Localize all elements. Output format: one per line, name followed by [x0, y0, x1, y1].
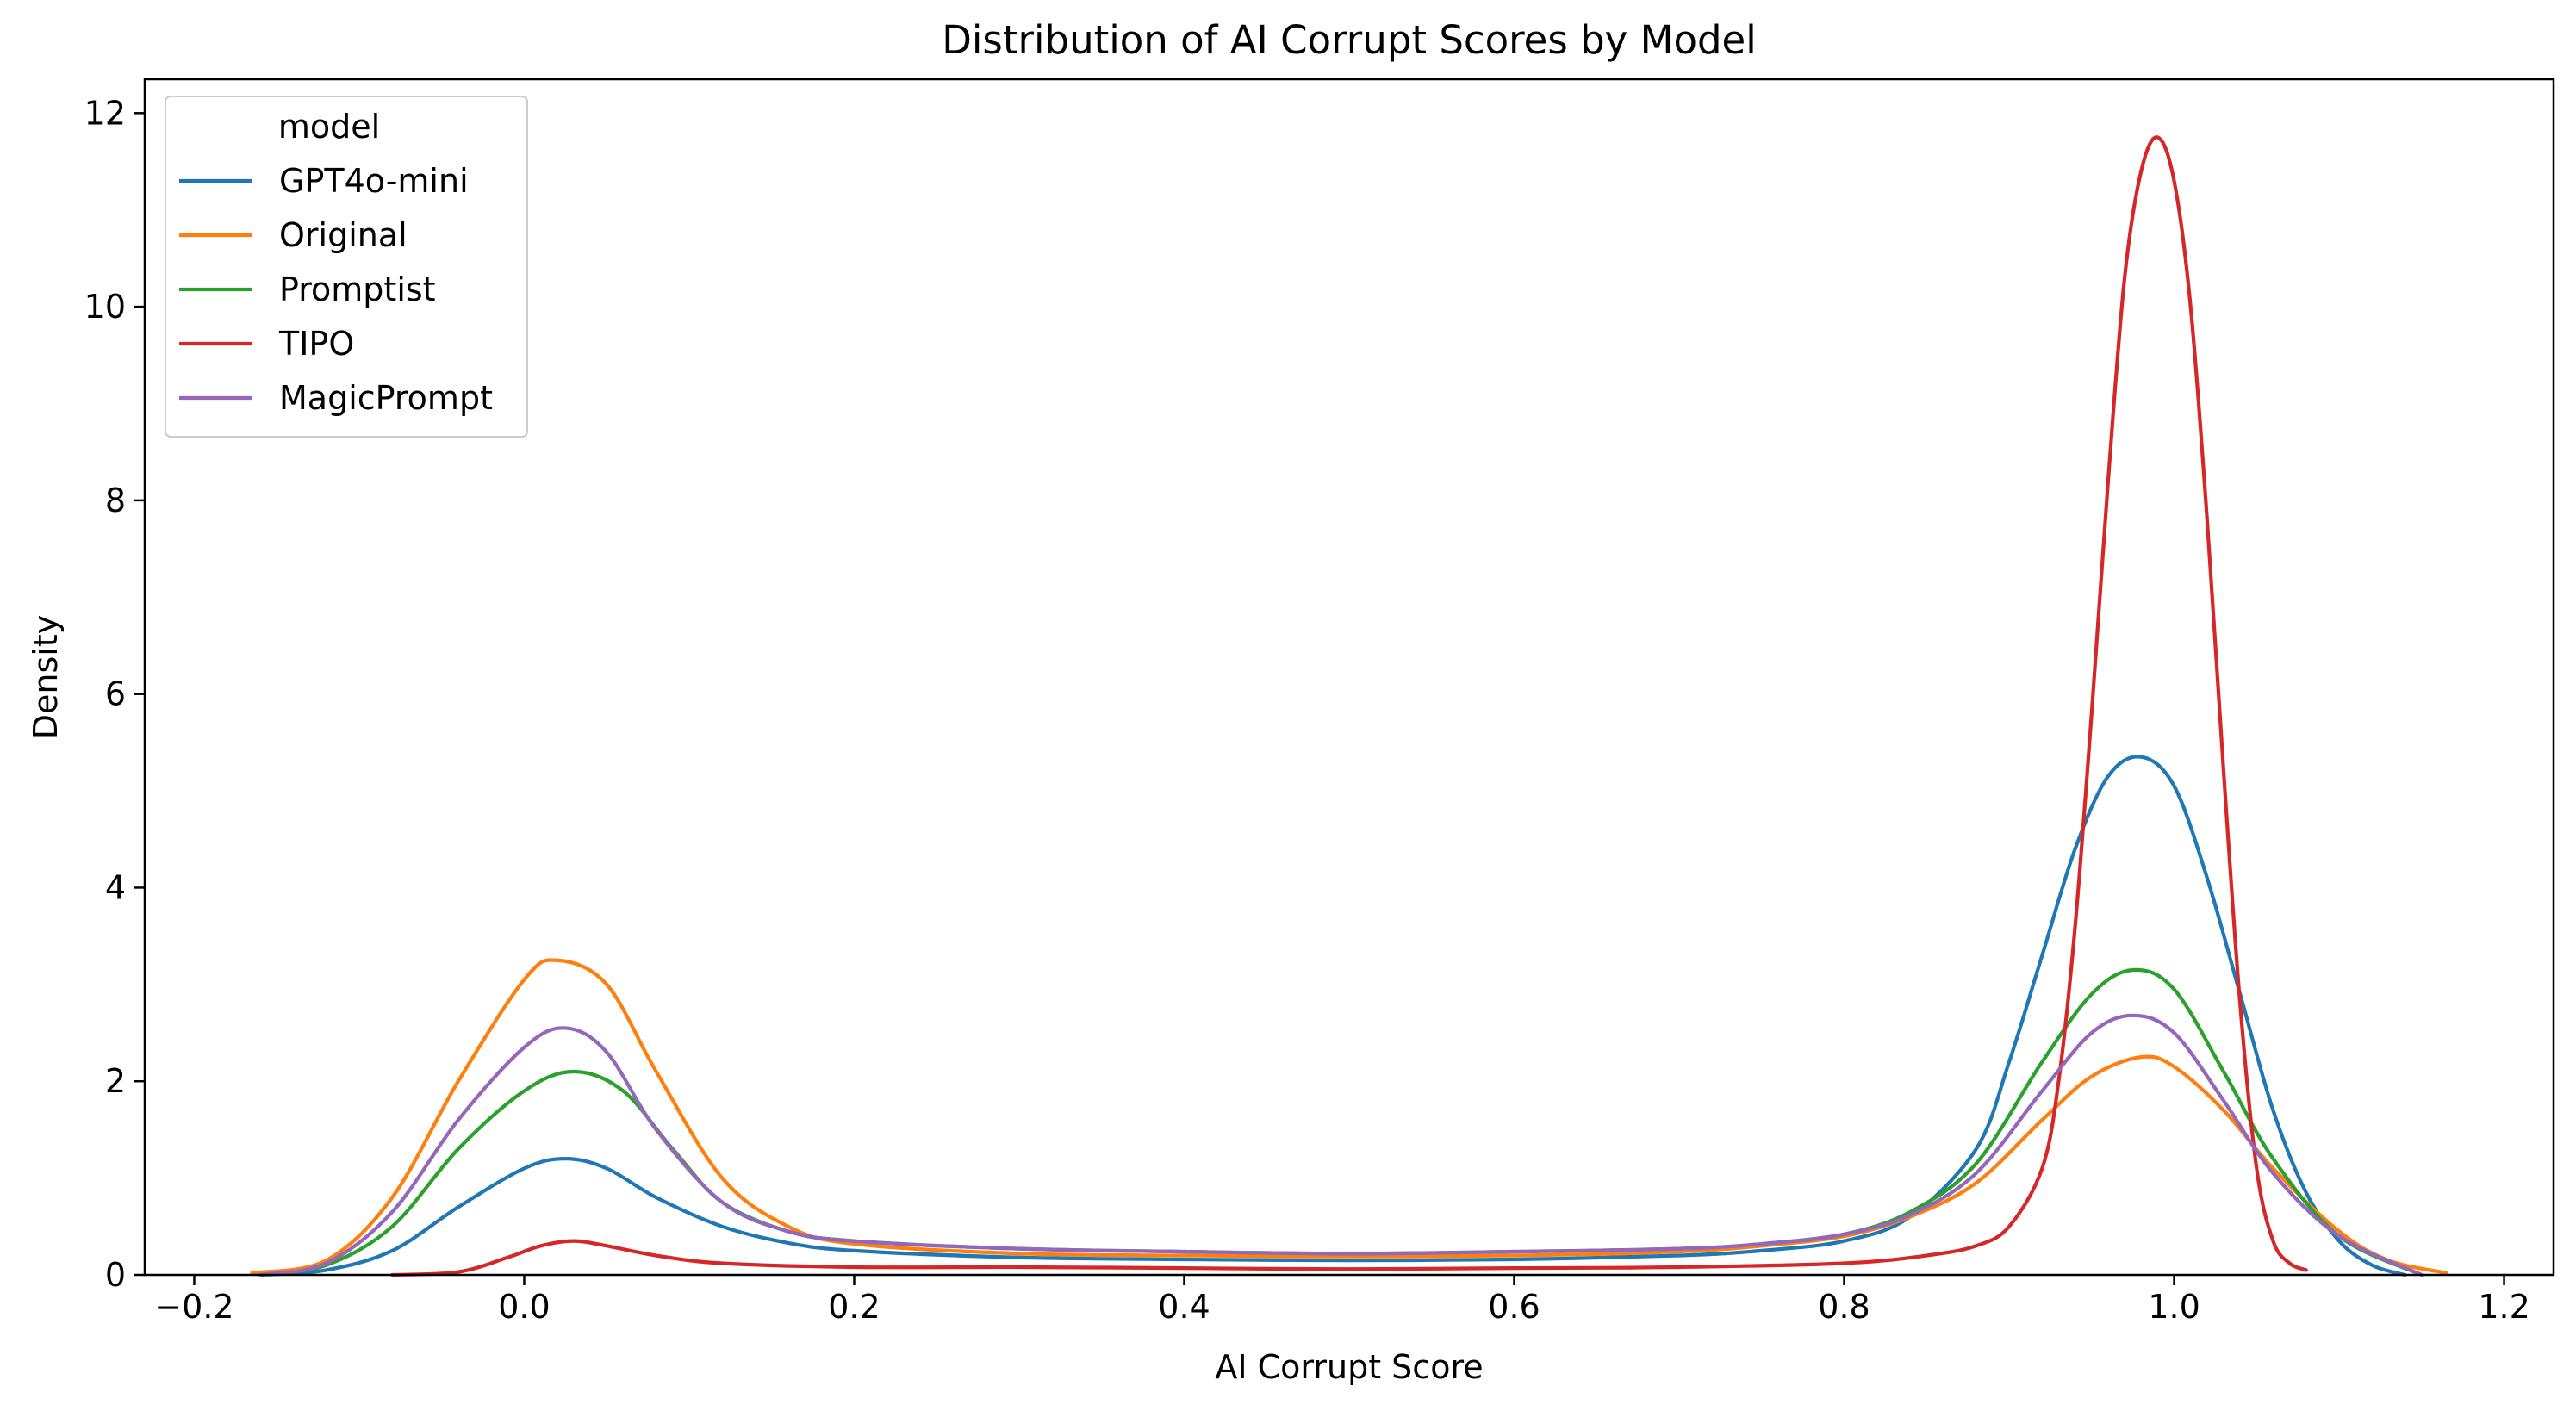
- legend: model GPT4o-mini Original Promptist TIPO Mag…: [165, 96, 528, 438]
- series-layer: [250, 135, 2448, 1277]
- legend-label: GPT4o-mini: [279, 162, 469, 200]
- y-tick-label: 10: [84, 288, 126, 326]
- x-tick-label: 1.2: [2478, 1288, 2529, 1326]
- x-tick-label: 0.2: [828, 1288, 880, 1326]
- series-line-promptist: [258, 967, 2424, 1277]
- plot-frame: [143, 78, 2555, 1277]
- legend-item-original: Original: [179, 216, 408, 254]
- legend-label: TIPO: [278, 325, 354, 363]
- legend-label: MagicPrompt: [279, 379, 493, 417]
- y-tick-label: 0: [105, 1256, 126, 1294]
- x-tick-label: 0.6: [1488, 1288, 1540, 1326]
- x-tick-label: 1.0: [2148, 1288, 2200, 1326]
- series-line-magicprompt: [258, 1013, 2424, 1277]
- x-tick-label: −0.2: [154, 1288, 233, 1326]
- legend-label: Original: [279, 216, 408, 254]
- y-tick-label: 8: [105, 482, 126, 519]
- y-tick-label: 6: [105, 675, 126, 713]
- x-axis-label: AI Corrupt Score: [1215, 1348, 1483, 1386]
- legend-item-promptist: Promptist: [179, 270, 436, 308]
- legend-item-tipo: TIPO: [179, 325, 354, 363]
- y-tick-label: 2: [105, 1062, 126, 1100]
- y-axis-label: Density: [27, 615, 65, 739]
- x-tick-label: 0.0: [498, 1288, 550, 1326]
- legend-item-magicprompt: MagicPrompt: [179, 379, 493, 417]
- legend-items: GPT4o-mini Original Promptist TIPO MagicProm…: [179, 162, 493, 417]
- series-line-original: [250, 958, 2448, 1275]
- legend-label: Promptist: [279, 270, 436, 308]
- y-tick-label: 4: [105, 868, 126, 906]
- y-axis: 0 2 4 6 8 10 12: [84, 94, 145, 1294]
- chart-title: Distribution of AI Corrupt Scores by Mod…: [942, 17, 1756, 63]
- series-line-gpt4o-mini: [258, 755, 2407, 1277]
- x-tick-label: 0.8: [1818, 1288, 1870, 1326]
- y-tick-label: 12: [84, 94, 126, 132]
- x-axis: −0.2 0.0 0.2 0.4 0.6 0.8 1.0 1.2: [154, 1275, 2530, 1326]
- x-tick-label: 0.4: [1158, 1288, 1210, 1326]
- legend-item-gpt4o-mini: GPT4o-mini: [179, 162, 469, 200]
- legend-title: model: [278, 108, 380, 146]
- series-line-tipo: [390, 135, 2308, 1277]
- legend-box: [165, 96, 528, 438]
